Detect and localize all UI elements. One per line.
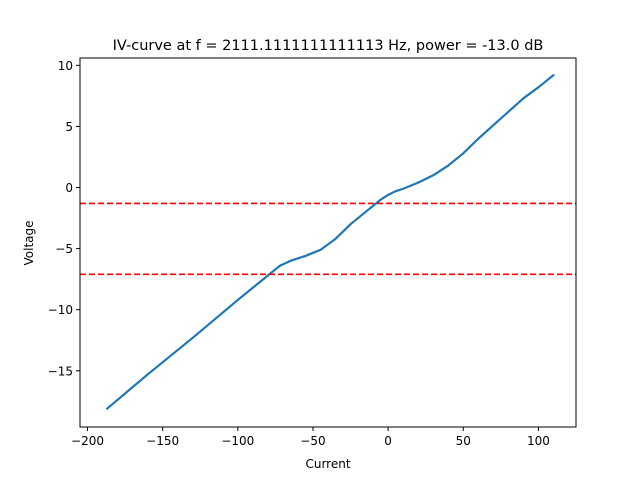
y-tick-label: −15	[48, 364, 73, 378]
y-tick-label: −5	[55, 242, 73, 256]
x-tick-label: −100	[221, 434, 254, 448]
chart-title: IV-curve at f = 2111.1111111111113 Hz, p…	[113, 38, 544, 54]
x-tick-label: 100	[527, 434, 550, 448]
x-tick-label: 50	[456, 434, 471, 448]
y-axis-label: Voltage	[22, 220, 36, 265]
axes-frame	[79, 57, 577, 428]
x-tick-label: −150	[146, 434, 179, 448]
y-tick-label: 0	[65, 181, 73, 195]
series-line-0	[105, 74, 555, 410]
x-tick-label: −50	[300, 434, 325, 448]
x-tick-label: 0	[384, 434, 392, 448]
y-tick-label: 10	[58, 59, 73, 73]
x-axis-label: Current	[305, 457, 350, 471]
y-tick-label: −10	[48, 303, 73, 317]
y-tick-label: 5	[65, 120, 73, 134]
x-tick-label: −200	[71, 434, 104, 448]
